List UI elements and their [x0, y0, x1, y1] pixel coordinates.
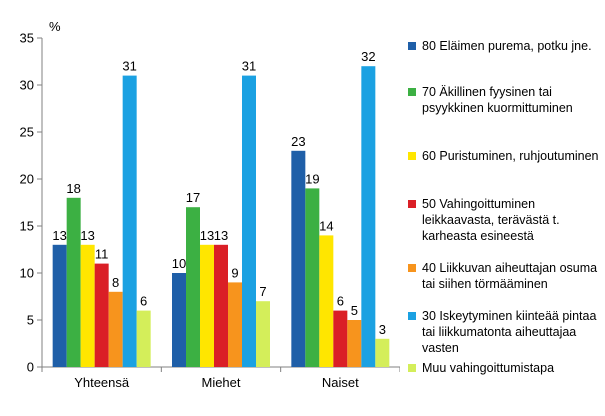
legend-label: 40 Liikkuvan aiheuttajan osuma tai siihe…: [422, 261, 598, 291]
y-tick-label: 10: [20, 266, 34, 281]
legend-swatch: [408, 200, 416, 208]
bar: [256, 301, 270, 367]
x-ticks: Yhteensä Miehet Naiset: [41, 367, 400, 390]
y-tick-label: 20: [20, 172, 34, 187]
bar: [186, 207, 200, 367]
legend-swatch: [408, 152, 416, 160]
data-label: 31: [122, 59, 136, 74]
bar: [66, 197, 81, 367]
y-tick-label: 15: [20, 219, 34, 234]
data-label: 7: [259, 284, 266, 299]
data-label: 9: [231, 265, 238, 280]
y-ticks: 0 5 10 15 20 25 30 35: [20, 31, 42, 375]
legend-item: 60 Puristuminen, ruhjoutuminen: [408, 148, 603, 164]
data-label: 11: [95, 247, 109, 262]
legend-item: 70 Äkillinen fyysinen tai psyykkinen kuo…: [408, 84, 603, 116]
data-label: 32: [361, 49, 375, 64]
bar: [375, 338, 390, 367]
legend-label: 50 Vahingoittuminen leikkaavasta, terävä…: [422, 197, 560, 243]
y-tick-label: 5: [27, 313, 34, 328]
bar: [333, 310, 348, 367]
data-label: 13: [214, 228, 228, 243]
bar: [80, 244, 95, 367]
bar: [200, 244, 214, 367]
data-label: 8: [112, 275, 119, 290]
legend-swatch: [408, 264, 416, 272]
legend-item: 40 Liikkuvan aiheuttajan osuma tai siihe…: [408, 260, 603, 292]
data-label: 6: [140, 294, 147, 309]
bar: [361, 66, 376, 367]
legend-label: 80 Eläimen purema, potku jne.: [422, 39, 592, 53]
data-label: 13: [80, 228, 94, 243]
legend-swatch: [408, 42, 416, 50]
bar: [52, 244, 67, 367]
data-label: 10: [172, 256, 186, 271]
data-label: 23: [291, 134, 305, 149]
bar: [347, 320, 362, 367]
data-label: 6: [337, 294, 344, 309]
bar: [94, 263, 109, 367]
x-tick-label: Naiset: [322, 375, 359, 390]
data-label: 17: [186, 190, 200, 205]
legend-item: 30 Iskeytyminen kiinteää pintaa tai liik…: [408, 308, 603, 356]
data-label: 31: [242, 59, 256, 74]
bar: [305, 188, 320, 367]
legend-label: 70 Äkillinen fyysinen tai psyykkinen kuo…: [422, 85, 573, 115]
legend-label: 60 Puristuminen, ruhjoutuminen: [422, 149, 599, 163]
legend-swatch: [408, 312, 416, 320]
legend-swatch: [408, 364, 416, 372]
y-tick-label: 35: [20, 31, 34, 46]
legend-item: 80 Eläimen purema, potku jne.: [408, 38, 603, 54]
legend-swatch: [408, 88, 416, 96]
data-label: 13: [52, 228, 66, 243]
y-tick-label: 30: [20, 78, 34, 93]
data-label: 14: [319, 218, 333, 233]
bar: [242, 75, 256, 367]
data-label: 5: [351, 303, 358, 318]
bar: [291, 150, 306, 367]
bar: [108, 291, 123, 367]
data-label: 13: [200, 228, 214, 243]
bar: [172, 273, 186, 367]
data-label: 18: [66, 181, 80, 196]
bar: [122, 75, 137, 367]
data-label: 19: [305, 171, 319, 186]
data-label: 3: [379, 322, 386, 337]
bar: [214, 244, 228, 367]
bar: [319, 235, 334, 367]
y-tick-label: 25: [20, 125, 34, 140]
legend-item: Muu vahingoittumistapa: [408, 360, 603, 376]
legend-item: 50 Vahingoittuminen leikkaavasta, terävä…: [408, 196, 603, 244]
y-tick-label: 0: [27, 360, 34, 375]
x-tick-label: Miehet: [201, 375, 240, 390]
legend-label: Muu vahingoittumistapa: [422, 361, 555, 375]
legend-label: 30 Iskeytyminen kiinteää pintaa tai liik…: [422, 309, 597, 355]
bar: [228, 282, 242, 367]
x-tick-label: Yhteensä: [74, 375, 130, 390]
y-axis-unit-label: %: [49, 19, 61, 34]
bar: [136, 310, 151, 367]
